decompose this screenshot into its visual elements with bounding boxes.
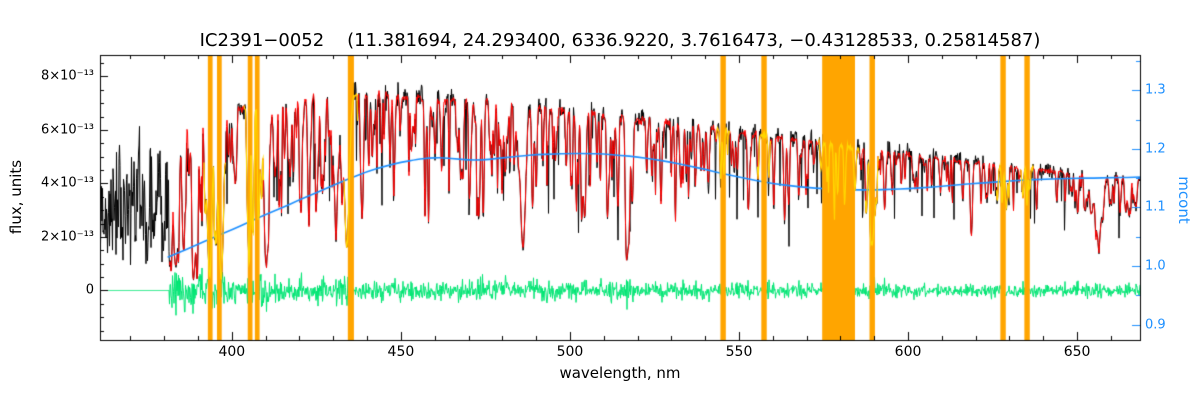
plot-title: IC2391−0052 (11.381694, 24.293400, 6336.… — [199, 30, 1041, 51]
y-tick-label-flux: 2×10⁻¹³ — [41, 229, 94, 245]
y-tick-label-mcont: 1.0 — [1145, 258, 1166, 274]
y-axis-label-flux: flux, units — [7, 159, 25, 235]
x-tick-label: 600 — [894, 344, 922, 360]
y-axis-label-mcont: mcont — [1175, 176, 1193, 224]
x-tick-label: 500 — [556, 344, 584, 360]
y-tick-label-flux: 8×10⁻¹³ — [41, 68, 94, 84]
x-tick-label: 550 — [725, 344, 753, 360]
y-tick-label-flux: 0 — [85, 282, 94, 298]
x-tick-label: 450 — [387, 344, 415, 360]
y-tick-label-mcont: 0.9 — [1145, 317, 1166, 333]
y-tick-label-mcont: 1.1 — [1145, 199, 1166, 215]
y-tick-label-mcont: 1.3 — [1145, 82, 1166, 98]
y-tick-label-mcont: 1.2 — [1145, 141, 1166, 157]
y-tick-label-flux: 6×10⁻¹³ — [41, 122, 94, 138]
x-tick-label: 400 — [218, 344, 246, 360]
x-tick-label: 650 — [1063, 344, 1091, 360]
y-tick-label-flux: 4×10⁻¹³ — [41, 175, 94, 191]
x-axis-label: wavelength, nm — [559, 364, 681, 382]
